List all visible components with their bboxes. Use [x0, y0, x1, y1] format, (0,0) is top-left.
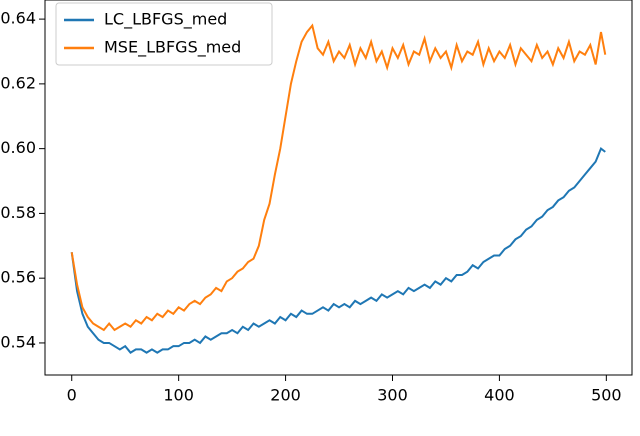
x-tick-label: 300 — [377, 386, 408, 405]
y-tick-label: 0.64 — [0, 9, 36, 28]
legend-label: LC_LBFGS_med — [104, 10, 227, 30]
x-tick-label: 500 — [591, 386, 622, 405]
line-series — [70, 23, 607, 332]
y-tick-label: 0.56 — [0, 268, 36, 287]
line-series — [70, 147, 606, 354]
plot-frame — [44, 0, 633, 376]
y-tick-label: 0.58 — [0, 203, 36, 222]
legend-box — [55, 2, 273, 66]
y-tick-label: 0.54 — [0, 332, 36, 351]
x-tick-label: 0 — [67, 386, 77, 405]
y-tick-label: 0.60 — [0, 138, 36, 157]
y-tick-label: 0.62 — [0, 73, 36, 92]
x-tick-label: 200 — [270, 386, 301, 405]
x-tick-label: 100 — [163, 386, 194, 405]
legend-label: MSE_LBFGS_med — [104, 38, 241, 58]
x-tick-label: 400 — [484, 386, 515, 405]
